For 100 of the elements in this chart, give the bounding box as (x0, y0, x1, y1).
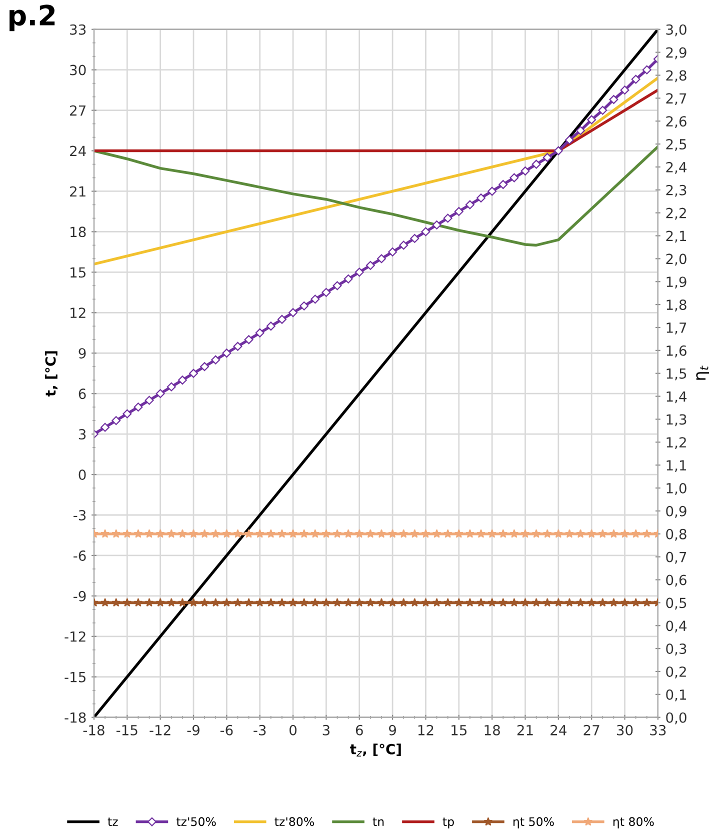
y-tick-label: 12 (70, 308, 86, 318)
point (609, 95, 618, 104)
y2-tick-label: 2,8 (666, 70, 686, 82)
y2-tick-label: 2,9 (666, 47, 686, 60)
y2-tick-label: 0,8 (666, 528, 686, 541)
point (300, 301, 309, 310)
point (488, 186, 497, 196)
y2-tick-label: 2,0 (666, 254, 686, 266)
point (222, 348, 232, 358)
point (233, 342, 242, 351)
y-tick-label: 27 (70, 105, 86, 116)
x-tick-label: 27 (584, 724, 600, 736)
y-tick-label: -3 (74, 510, 86, 520)
y2-tick-label: 2,4 (666, 162, 687, 174)
y-tick-label: 21 (70, 186, 86, 197)
point (642, 65, 652, 74)
point (554, 146, 563, 156)
x-tick-label: 0 (290, 724, 297, 736)
y2-tick-label: 2,2 (666, 208, 686, 220)
y2-tick-label: 3,0 (666, 24, 686, 36)
point (399, 240, 408, 250)
point (443, 214, 452, 223)
point (520, 166, 530, 176)
point (156, 389, 165, 398)
y2-tick-label: 2,7 (666, 93, 686, 106)
point (211, 355, 220, 364)
point (388, 247, 398, 256)
legend-label: tz'50% (176, 817, 216, 826)
point (112, 416, 121, 426)
line-series (94, 145, 658, 247)
y2-tick-label: 1,7 (666, 322, 686, 334)
y2-tick-label: 2,1 (666, 230, 686, 243)
y2-tick-label: 0,1 (666, 689, 686, 702)
point (454, 206, 464, 216)
y2-tick-label: 1,3 (666, 414, 686, 426)
x-tick-label: 6 (356, 724, 363, 736)
y-tick-label: 0 (78, 469, 86, 480)
point (144, 396, 154, 405)
point (255, 328, 264, 338)
x-tick-label: 30 (616, 724, 633, 736)
point (410, 234, 420, 243)
point (244, 335, 254, 344)
y2-tick-label: 1,4 (666, 391, 687, 404)
legend-label: tp (442, 818, 454, 828)
point (432, 220, 442, 230)
point (332, 281, 342, 290)
y2-tick-label: 1,8 (666, 300, 686, 312)
x-tick-label: 24 (550, 724, 566, 736)
y2-tick-label: 1,2 (666, 437, 686, 450)
x-tick-label: -3 (254, 724, 266, 736)
x-tick-label: -15 (116, 725, 138, 736)
point (421, 227, 430, 236)
point (620, 86, 630, 95)
point (134, 402, 143, 412)
point (631, 74, 640, 84)
point (587, 115, 596, 124)
legend-label: tz'80% (274, 817, 314, 826)
x-tick-label: 18 (484, 724, 500, 736)
legend-label: ηt 80% (613, 817, 654, 828)
y2-tick-label: 2,5 (666, 138, 686, 151)
point (310, 294, 320, 304)
point (366, 260, 375, 270)
point (377, 254, 386, 264)
text: p.2 (10, 4, 55, 32)
legend-label: tz (108, 818, 118, 826)
y2-tick-label: 2,6 (666, 116, 686, 128)
y2-tick-label: 0,6 (666, 574, 686, 587)
point (122, 409, 132, 418)
x-tick-label: 15 (452, 725, 467, 736)
y2-tick-label: 1,5 (666, 368, 686, 380)
point (100, 422, 110, 432)
y-tick-label: 24 (70, 146, 86, 156)
y2-tick-label: 1,1 (666, 460, 686, 472)
x-tick-label: 9 (389, 724, 396, 736)
point (354, 268, 364, 277)
y-tick-label: 18 (70, 226, 86, 238)
point (465, 200, 474, 210)
y2-tick-label: 1,6 (666, 345, 686, 358)
x-tick-label: 21 (517, 724, 533, 736)
point (288, 308, 298, 318)
x-tick-label: -6 (220, 724, 233, 736)
point (266, 322, 276, 331)
point (542, 153, 552, 162)
y2-tick-label: 0,2 (666, 666, 686, 678)
y-tick-label: -6 (74, 550, 86, 561)
y-tick-label: 3 (78, 429, 86, 440)
point (576, 126, 586, 136)
point (189, 368, 198, 378)
y2-tick-label: 0,0 (666, 712, 686, 724)
y-tick-label: 15 (70, 267, 86, 278)
point (476, 194, 486, 202)
y2-axis-title: η$_{t}$ (696, 366, 709, 380)
point (498, 180, 508, 189)
y2-tick-label: 1,0 (666, 482, 686, 495)
point (598, 106, 608, 115)
y-tick-label: -12 (64, 631, 86, 642)
point (564, 136, 574, 144)
point (344, 274, 353, 284)
legend-label: tn (372, 818, 384, 826)
y-tick-label: 6 (78, 388, 86, 400)
